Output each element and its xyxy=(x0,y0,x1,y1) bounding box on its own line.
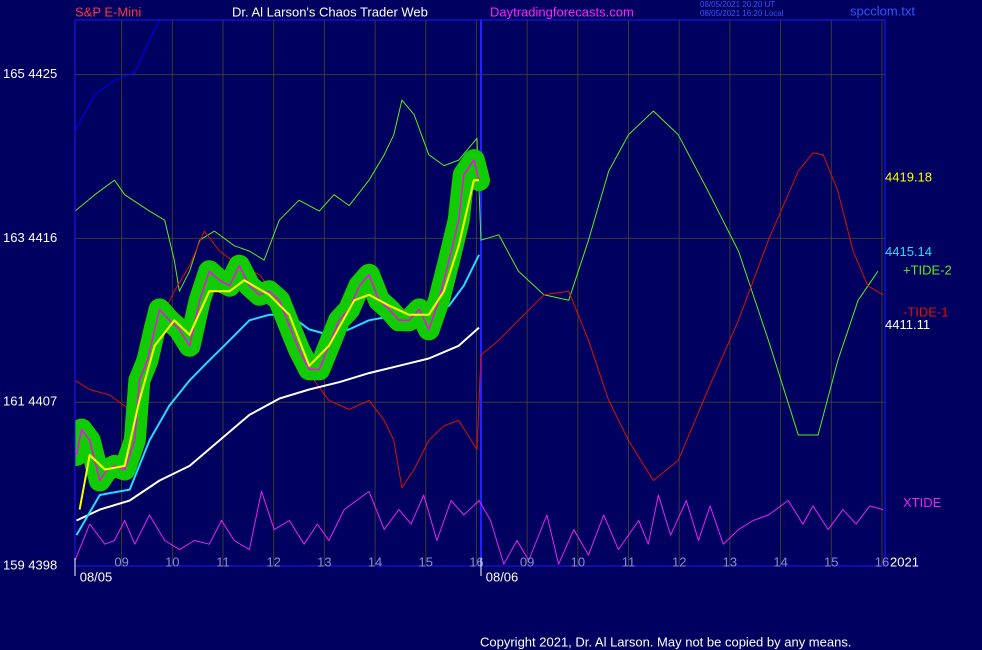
x-tick-label: 10 xyxy=(165,554,179,569)
symbol: S&P E-Mini xyxy=(75,4,141,19)
x-tick-label: 09 xyxy=(114,554,128,569)
series-line xyxy=(75,159,480,482)
series-line xyxy=(75,490,884,565)
x-tick-label: 10 xyxy=(571,554,585,569)
series-line xyxy=(76,326,480,522)
chart-title: Dr. Al Larson's Chaos Trader Web xyxy=(232,4,428,19)
x-tick-label: 15 xyxy=(824,554,838,569)
x-tick-label: 16 xyxy=(875,554,889,569)
x-tick-label: 11 xyxy=(216,554,230,569)
time-ut: 08/05/2021 20:20 UT xyxy=(700,0,775,9)
plot-border xyxy=(74,19,886,567)
y-tick-label: 165 4425 xyxy=(3,66,57,81)
series-line xyxy=(78,179,479,510)
date-label: 08/05 xyxy=(80,569,113,584)
series-line xyxy=(75,152,884,489)
date-label: 08/06 xyxy=(486,569,519,584)
plot-area xyxy=(75,20,884,566)
series-line xyxy=(75,99,879,436)
file-name: spcclom.txt xyxy=(850,3,915,18)
end-label: 4411.11 xyxy=(885,317,930,332)
x-tick-label: 13 xyxy=(723,554,737,569)
x-tick-label: 12 xyxy=(672,554,686,569)
x-tick-label: 12 xyxy=(266,554,280,569)
x-tick-label: 09 xyxy=(520,554,534,569)
y-tick-label: 163 4416 xyxy=(3,230,57,245)
time-local: 08/05/2021 16:20 Local xyxy=(700,9,784,18)
year-label: 2021 xyxy=(890,554,919,569)
x-tick-label: 14 xyxy=(773,554,787,569)
x-tick-label: 14 xyxy=(368,554,382,569)
x-tick-label: 11 xyxy=(622,554,636,569)
copyright: Copyright 2021, Dr. Al Larson. May not b… xyxy=(480,634,851,649)
end-label: 4419.18 xyxy=(885,170,932,185)
x-tick-label: 15 xyxy=(419,554,433,569)
end-label: 4415.14 xyxy=(885,244,932,259)
legend-label: +TIDE-2 xyxy=(903,263,952,278)
labels: S&P E-Mini Dr. Al Larson's Chaos Trader … xyxy=(3,0,952,649)
site: Daytradingforecasts.com xyxy=(490,4,634,19)
x-tick-label: 13 xyxy=(317,554,331,569)
y-tick-label: 161 4407 xyxy=(3,394,57,409)
legend-label: XTIDE xyxy=(903,495,942,510)
x-tick-label: 16 xyxy=(469,554,483,569)
y-tick-label: 159 4398 xyxy=(3,557,57,572)
series-line xyxy=(75,20,161,132)
legend-label: -TIDE-1 xyxy=(903,304,949,319)
